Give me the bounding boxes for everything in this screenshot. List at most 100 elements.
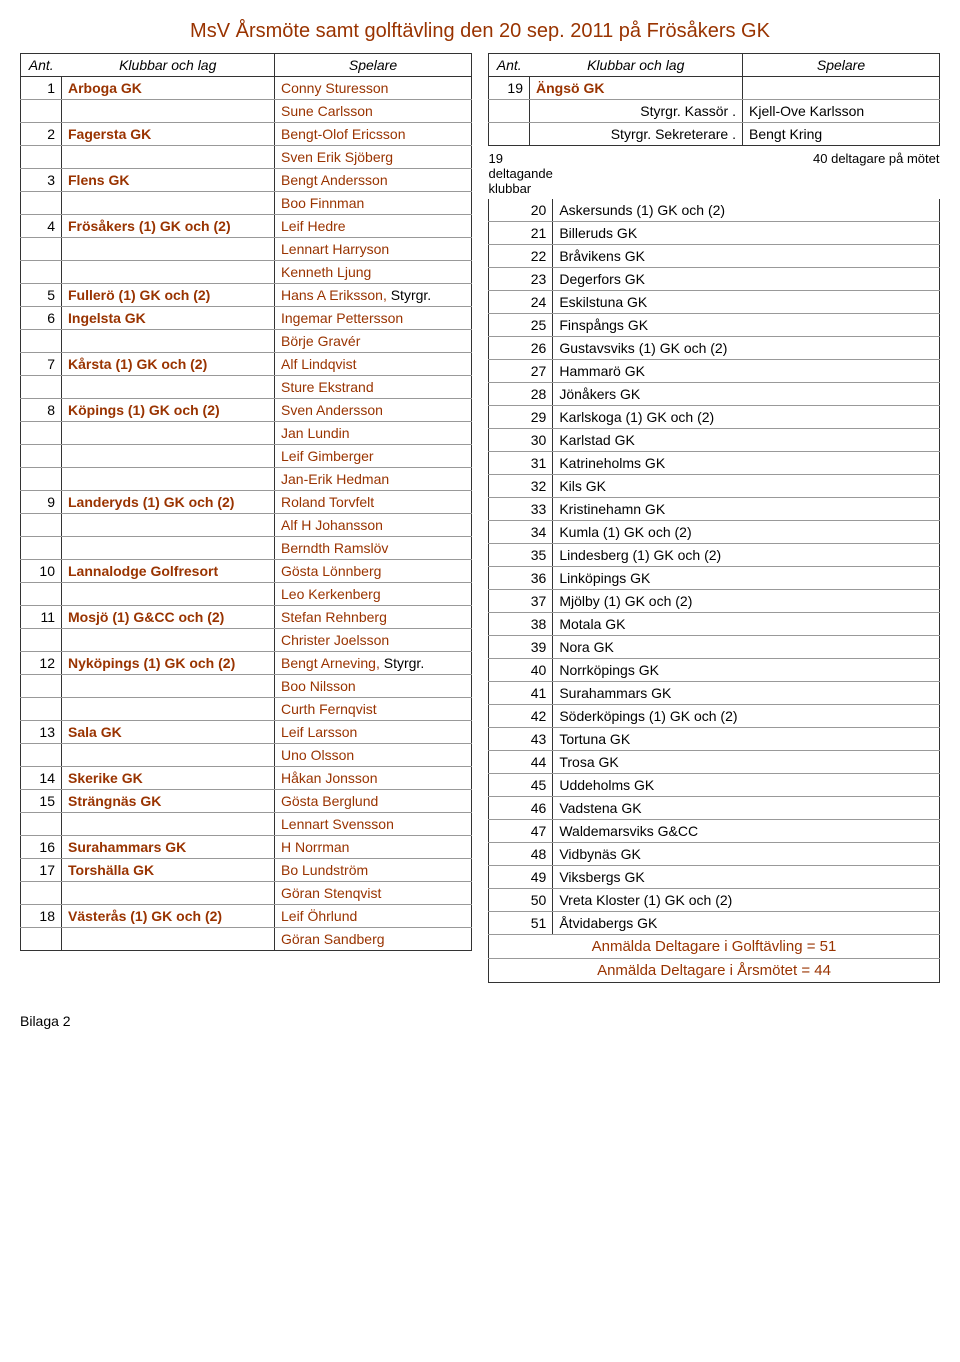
club-cell: Ängsö GK <box>530 77 743 100</box>
table-row: Sune Carlsson <box>21 100 472 123</box>
table-row: 4Frösåkers (1) GK och (2)Leif Hedre <box>21 215 472 238</box>
club-cell <box>62 537 275 560</box>
ant-cell: 11 <box>21 606 62 629</box>
list-number: 22 <box>489 245 553 268</box>
table-row: Alf H Johansson <box>21 514 472 537</box>
ant-cell <box>21 330 62 353</box>
ant-cell <box>21 238 62 261</box>
player-cell: Uno Olsson <box>275 744 472 767</box>
list-name: Åtvidabergs GK <box>553 912 940 935</box>
table-row: Berndth Ramslöv <box>21 537 472 560</box>
player-cell: Sune Carlsson <box>275 100 472 123</box>
ant-cell <box>21 675 62 698</box>
list-name: Gustavsviks (1) GK och (2) <box>553 337 940 360</box>
list-item: 47Waldemarsviks G&CC <box>489 820 940 843</box>
table-row: Styrgr. Kassör .Kjell-Ove Karlsson <box>489 100 940 123</box>
ant-cell: 3 <box>21 169 62 192</box>
player-cell: Leo Kerkenberg <box>275 583 472 606</box>
player-cell: Lennart Harryson <box>275 238 472 261</box>
table-row: 2Fagersta GKBengt-Olof Ericsson <box>21 123 472 146</box>
list-name: Söderköpings (1) GK och (2) <box>553 705 940 728</box>
player-cell: H Norrman <box>275 836 472 859</box>
list-name: Vreta Kloster (1) GK och (2) <box>553 889 940 912</box>
club-cell: Styrgr. Kassör . <box>530 100 743 123</box>
list-number: 49 <box>489 866 553 889</box>
list-name: Bråvikens GK <box>553 245 940 268</box>
summary-1: Anmälda Deltagare i Golftävling = 51 <box>489 935 940 959</box>
list-number: 45 <box>489 774 553 797</box>
club-cell: Skerike GK <box>62 767 275 790</box>
list-number: 44 <box>489 751 553 774</box>
list-number: 24 <box>489 291 553 314</box>
player-cell: Lennart Svensson <box>275 813 472 836</box>
list-number: 46 <box>489 797 553 820</box>
list-number: 29 <box>489 406 553 429</box>
club-cell: Köpings (1) GK och (2) <box>62 399 275 422</box>
club-cell <box>62 330 275 353</box>
columns-container: Ant. Klubbar och lag Spelare 1Arboga GKC… <box>20 53 940 983</box>
club-cell <box>62 514 275 537</box>
ant-cell <box>21 537 62 560</box>
table-row: Leif Gimberger <box>21 445 472 468</box>
list-number: 30 <box>489 429 553 452</box>
table-row: 3Flens GKBengt Andersson <box>21 169 472 192</box>
list-name: Uddeholms GK <box>553 774 940 797</box>
list-item: 29Karlskoga (1) GK och (2) <box>489 406 940 429</box>
list-number: 51 <box>489 912 553 935</box>
list-number: 38 <box>489 613 553 636</box>
list-item: 42Söderköpings (1) GK och (2) <box>489 705 940 728</box>
list-number: 37 <box>489 590 553 613</box>
player-cell: Leif Larsson <box>275 721 472 744</box>
list-number: 28 <box>489 383 553 406</box>
player-cell: Curth Fernqvist <box>275 698 472 721</box>
list-number: 41 <box>489 682 553 705</box>
ant-cell <box>21 376 62 399</box>
club-cell: Torshälla GK <box>62 859 275 882</box>
player-cell: Bengt Arneving, Styrgr. <box>275 652 472 675</box>
list-name: Vadstena GK <box>553 797 940 820</box>
list-item: 26Gustavsviks (1) GK och (2) <box>489 337 940 360</box>
list-name: Katrineholms GK <box>553 452 940 475</box>
player-cell: Alf H Johansson <box>275 514 472 537</box>
list-number: 31 <box>489 452 553 475</box>
club-cell: Arboga GK <box>62 77 275 100</box>
player-cell: Börje Gravér <box>275 330 472 353</box>
ant-cell: 6 <box>21 307 62 330</box>
ant-cell <box>21 928 62 951</box>
list-name: Eskilstuna GK <box>553 291 940 314</box>
deltagande-left: 19 deltagande klubbar <box>489 145 553 199</box>
list-name: Finspångs GK <box>553 314 940 337</box>
list-number: 50 <box>489 889 553 912</box>
list-name: Trosa GK <box>553 751 940 774</box>
right-header-spelare: Spelare <box>743 54 940 77</box>
club-cell: Mosjö (1) G&CC och (2) <box>62 606 275 629</box>
list-item: 30Karlstad GK <box>489 429 940 452</box>
list-number: 36 <box>489 567 553 590</box>
list-item: 40Norrköpings GK <box>489 659 940 682</box>
table-row: 14Skerike GKHåkan Jonsson <box>21 767 472 790</box>
list-number: 23 <box>489 268 553 291</box>
table-row: 7Kårsta (1) GK och (2)Alf Lindqvist <box>21 353 472 376</box>
list-item: 43Tortuna GK <box>489 728 940 751</box>
list-name: Tortuna GK <box>553 728 940 751</box>
player-cell: Roland Torvfelt <box>275 491 472 514</box>
list-item: 32Kils GK <box>489 475 940 498</box>
list-name: Karlstad GK <box>553 429 940 452</box>
table-row: Leo Kerkenberg <box>21 583 472 606</box>
ant-cell: 18 <box>21 905 62 928</box>
list-name: Kristinehamn GK <box>553 498 940 521</box>
ant-cell: 10 <box>21 560 62 583</box>
ant-cell: 17 <box>21 859 62 882</box>
list-number: 35 <box>489 544 553 567</box>
club-cell: Västerås (1) GK och (2) <box>62 905 275 928</box>
table-row: Sture Ekstrand <box>21 376 472 399</box>
player-cell: Leif Öhrlund <box>275 905 472 928</box>
right-header-ant: Ant. <box>489 54 530 77</box>
list-item: 35Lindesberg (1) GK och (2) <box>489 544 940 567</box>
player-cell: Sven Erik Sjöberg <box>275 146 472 169</box>
list-name: Linköpings GK <box>553 567 940 590</box>
table-row: Curth Fernqvist <box>21 698 472 721</box>
table-row: Jan Lundin <box>21 422 472 445</box>
club-cell: Landeryds (1) GK och (2) <box>62 491 275 514</box>
player-cell: Göran Sandberg <box>275 928 472 951</box>
